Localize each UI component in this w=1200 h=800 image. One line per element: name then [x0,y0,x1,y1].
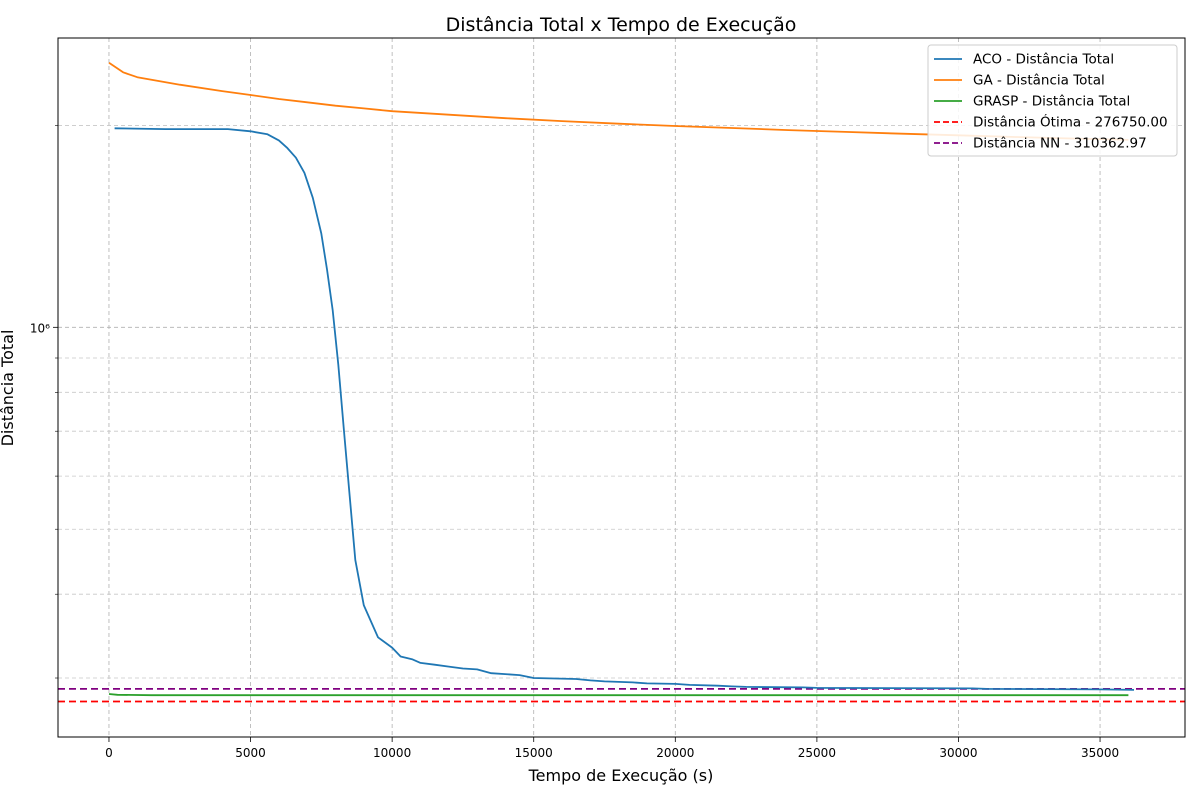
legend-label: Distância Ótima - 276750.00 [973,113,1168,131]
grid-lines [58,38,1185,737]
series-line [114,127,1135,691]
legend-label: ACO - Distância Total [973,52,1114,68]
legend-box [927,44,1178,157]
legend: ACO - Distância Total GA - Distância Tota… [927,44,1178,157]
x-axis-ticks: 0 5000 10000 15000 20000 25000 30000 35000 [105,737,1119,760]
y-axis-ticks: 10⁶ [30,125,58,679]
y-tick-label: 10⁶ [30,321,50,335]
legend-label: GRASP - Distância Total [973,94,1130,110]
x-tick-label: 25000 [798,746,836,760]
series-line [108,62,1129,141]
x-tick-label: 15000 [515,746,553,760]
x-tick-label: 10000 [373,746,411,760]
legend-label: Distância NN - 310362.97 [973,136,1147,152]
legend-label: GA - Distância Total [973,73,1105,89]
x-tick-label: 0 [105,746,113,760]
plot-frame [57,37,1186,738]
x-axis-title: Tempo de Execução (s) [528,766,714,785]
x-tick-label: 35000 [1081,746,1119,760]
series-line [108,693,1129,697]
x-tick-label: 5000 [235,746,266,760]
x-tick-label: 20000 [656,746,694,760]
x-tick-label: 30000 [939,746,977,760]
chart-title: Distância Total x Tempo de Execução [446,14,797,36]
series-lines [108,62,1135,697]
y-axis-title: Distância Total [0,330,17,447]
